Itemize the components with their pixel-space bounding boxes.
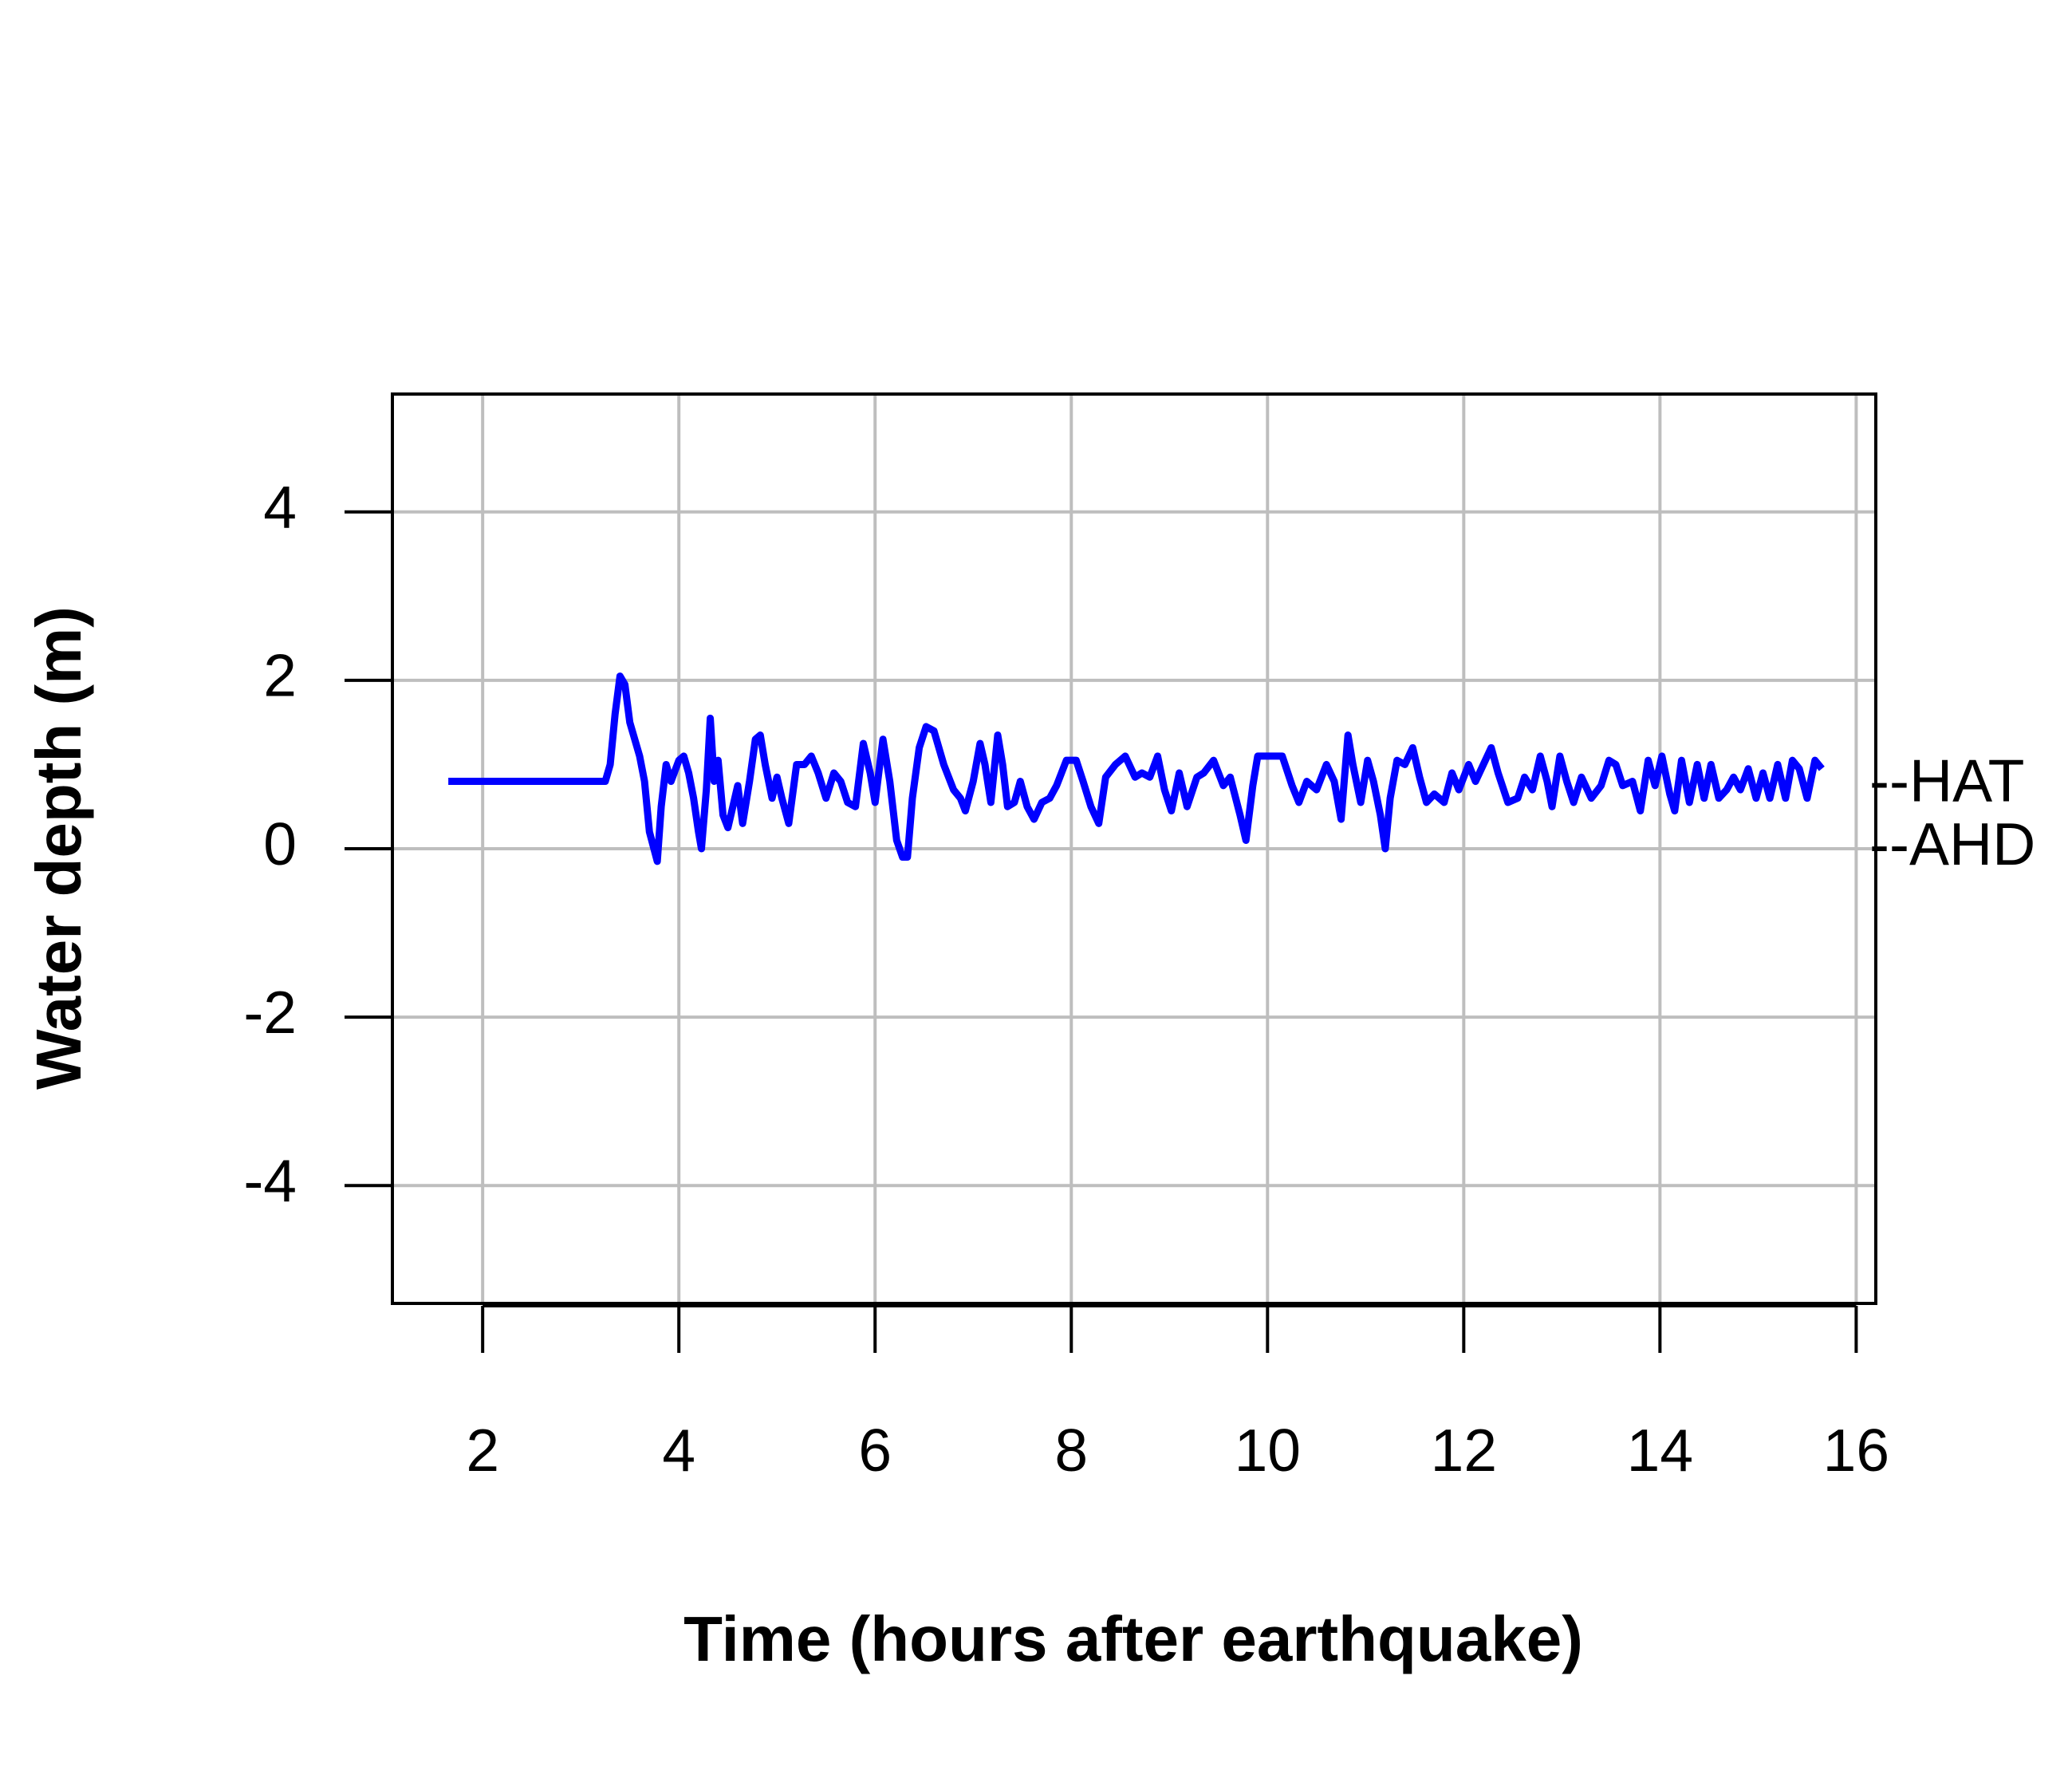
y-tick-label: 0 [263,810,297,877]
y-tick-label: -2 [243,979,297,1046]
y-tick-label: 2 [263,642,297,709]
x-tick-label: 6 [858,1417,892,1484]
x-tick-label: 12 [1431,1417,1497,1484]
y-axis-label: Water depth (m) [23,606,94,1090]
x-tick-label: 10 [1235,1417,1301,1484]
data-line [448,672,1825,865]
annotation: --AHD [1869,810,2035,877]
x-tick-label: 16 [1823,1417,1889,1484]
x-axis-label: Time (hours after earthquake) [683,1603,1583,1674]
x-tick-label: 2 [466,1417,499,1484]
x-tick-label: 4 [662,1417,695,1484]
y-tick-label: 4 [263,474,297,541]
plot-frame [391,392,1877,1305]
annotation: --HAT [1869,747,2024,814]
x-tick-label: 14 [1627,1417,1693,1484]
x-tick-label: 8 [1054,1417,1088,1484]
y-tick-label: -4 [243,1147,297,1214]
